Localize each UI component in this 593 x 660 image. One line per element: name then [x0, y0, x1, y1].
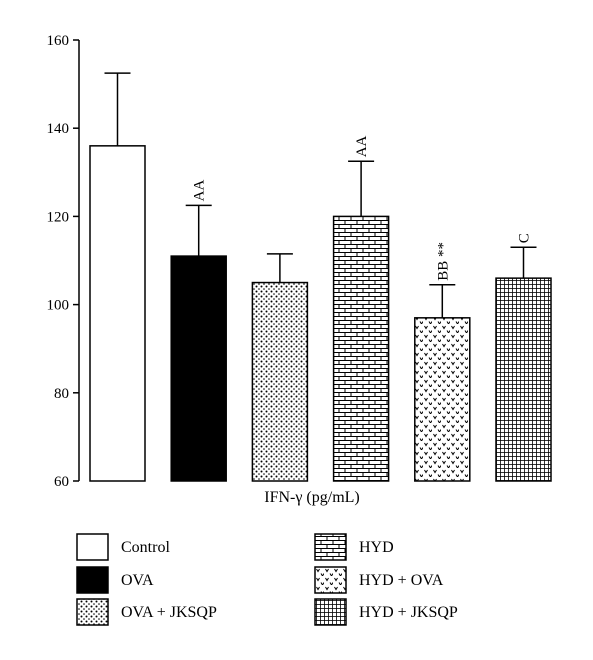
significance-label: AA	[192, 180, 208, 202]
bar	[251, 281, 309, 482]
legend-label: Control	[121, 539, 170, 556]
legend-label: OVA	[121, 572, 154, 589]
significance-label: AA	[354, 135, 370, 157]
y-tick-label: 140	[47, 121, 70, 137]
legend-swatch	[76, 598, 109, 626]
x-axis-label: IFN-γ (pg/mL)	[264, 489, 360, 506]
y-tick-label: 80	[54, 386, 69, 402]
legend-swatch	[314, 533, 347, 561]
significance-label: BB **	[435, 242, 451, 281]
y-tick-label: 120	[47, 209, 70, 225]
bar	[332, 215, 390, 482]
legend-swatch	[76, 533, 109, 561]
bar	[170, 255, 227, 482]
legend-label: HYD + JKSQP	[359, 604, 458, 621]
y-tick-label: 100	[47, 298, 70, 314]
plot-area: 60 80 100 120 140 160 AA AA BB ** C IFN-γ (pg/mL)	[47, 33, 552, 506]
legend-label: HYD + OVA	[359, 572, 444, 589]
bar	[495, 277, 552, 482]
legend-label: OVA + JKSQP	[121, 604, 217, 621]
legend-swatch	[314, 566, 347, 594]
y-tick-label: 160	[47, 33, 70, 49]
y-tick-label: 60	[54, 474, 69, 490]
bar	[89, 145, 146, 482]
legend-swatch	[76, 566, 109, 594]
legend: Control OVA OVA + JKSQP HYD HYD + OVA HYD + J…	[76, 533, 458, 626]
legend-swatch	[314, 598, 347, 626]
significance-label: C	[517, 233, 533, 243]
bar	[414, 317, 471, 482]
legend-label: HYD	[359, 539, 394, 556]
